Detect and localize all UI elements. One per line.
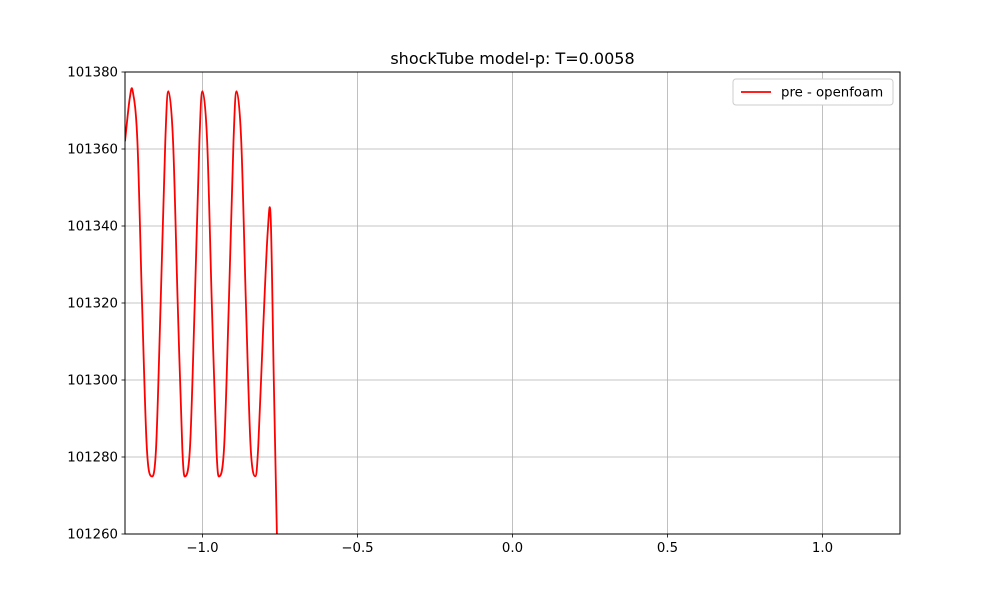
legend-label-pre-openfoam: pre - openfoam bbox=[781, 86, 883, 101]
series-layer bbox=[125, 87, 278, 534]
x-tick-label: −0.5 bbox=[341, 541, 373, 556]
y-tick-label: 101300 bbox=[67, 374, 118, 389]
y-tick-label: 101380 bbox=[67, 66, 118, 81]
y-tick-label: 101340 bbox=[67, 220, 118, 235]
y-tick-label: 101360 bbox=[67, 143, 118, 158]
x-tick-label: 1.0 bbox=[812, 541, 833, 556]
x-tick-label: −1.0 bbox=[186, 541, 218, 556]
x-tick-label: 0.5 bbox=[657, 541, 678, 556]
y-tick-label: 101320 bbox=[67, 297, 118, 312]
series-line-pre-openfoam bbox=[125, 87, 278, 534]
y-tick-label: 101260 bbox=[67, 528, 118, 543]
y-tick-label: 101280 bbox=[67, 451, 118, 466]
x-tick-label: 0.0 bbox=[502, 541, 523, 556]
axis-ticks: −1.0 −0.5 0.0 0.5 1.0 101260 101280 101300 10132… bbox=[67, 66, 833, 557]
legend: pre - openfoam bbox=[732, 78, 894, 106]
chart-title: shockTube model-p: T=0.0058 bbox=[390, 49, 634, 68]
legend-box bbox=[732, 78, 894, 106]
